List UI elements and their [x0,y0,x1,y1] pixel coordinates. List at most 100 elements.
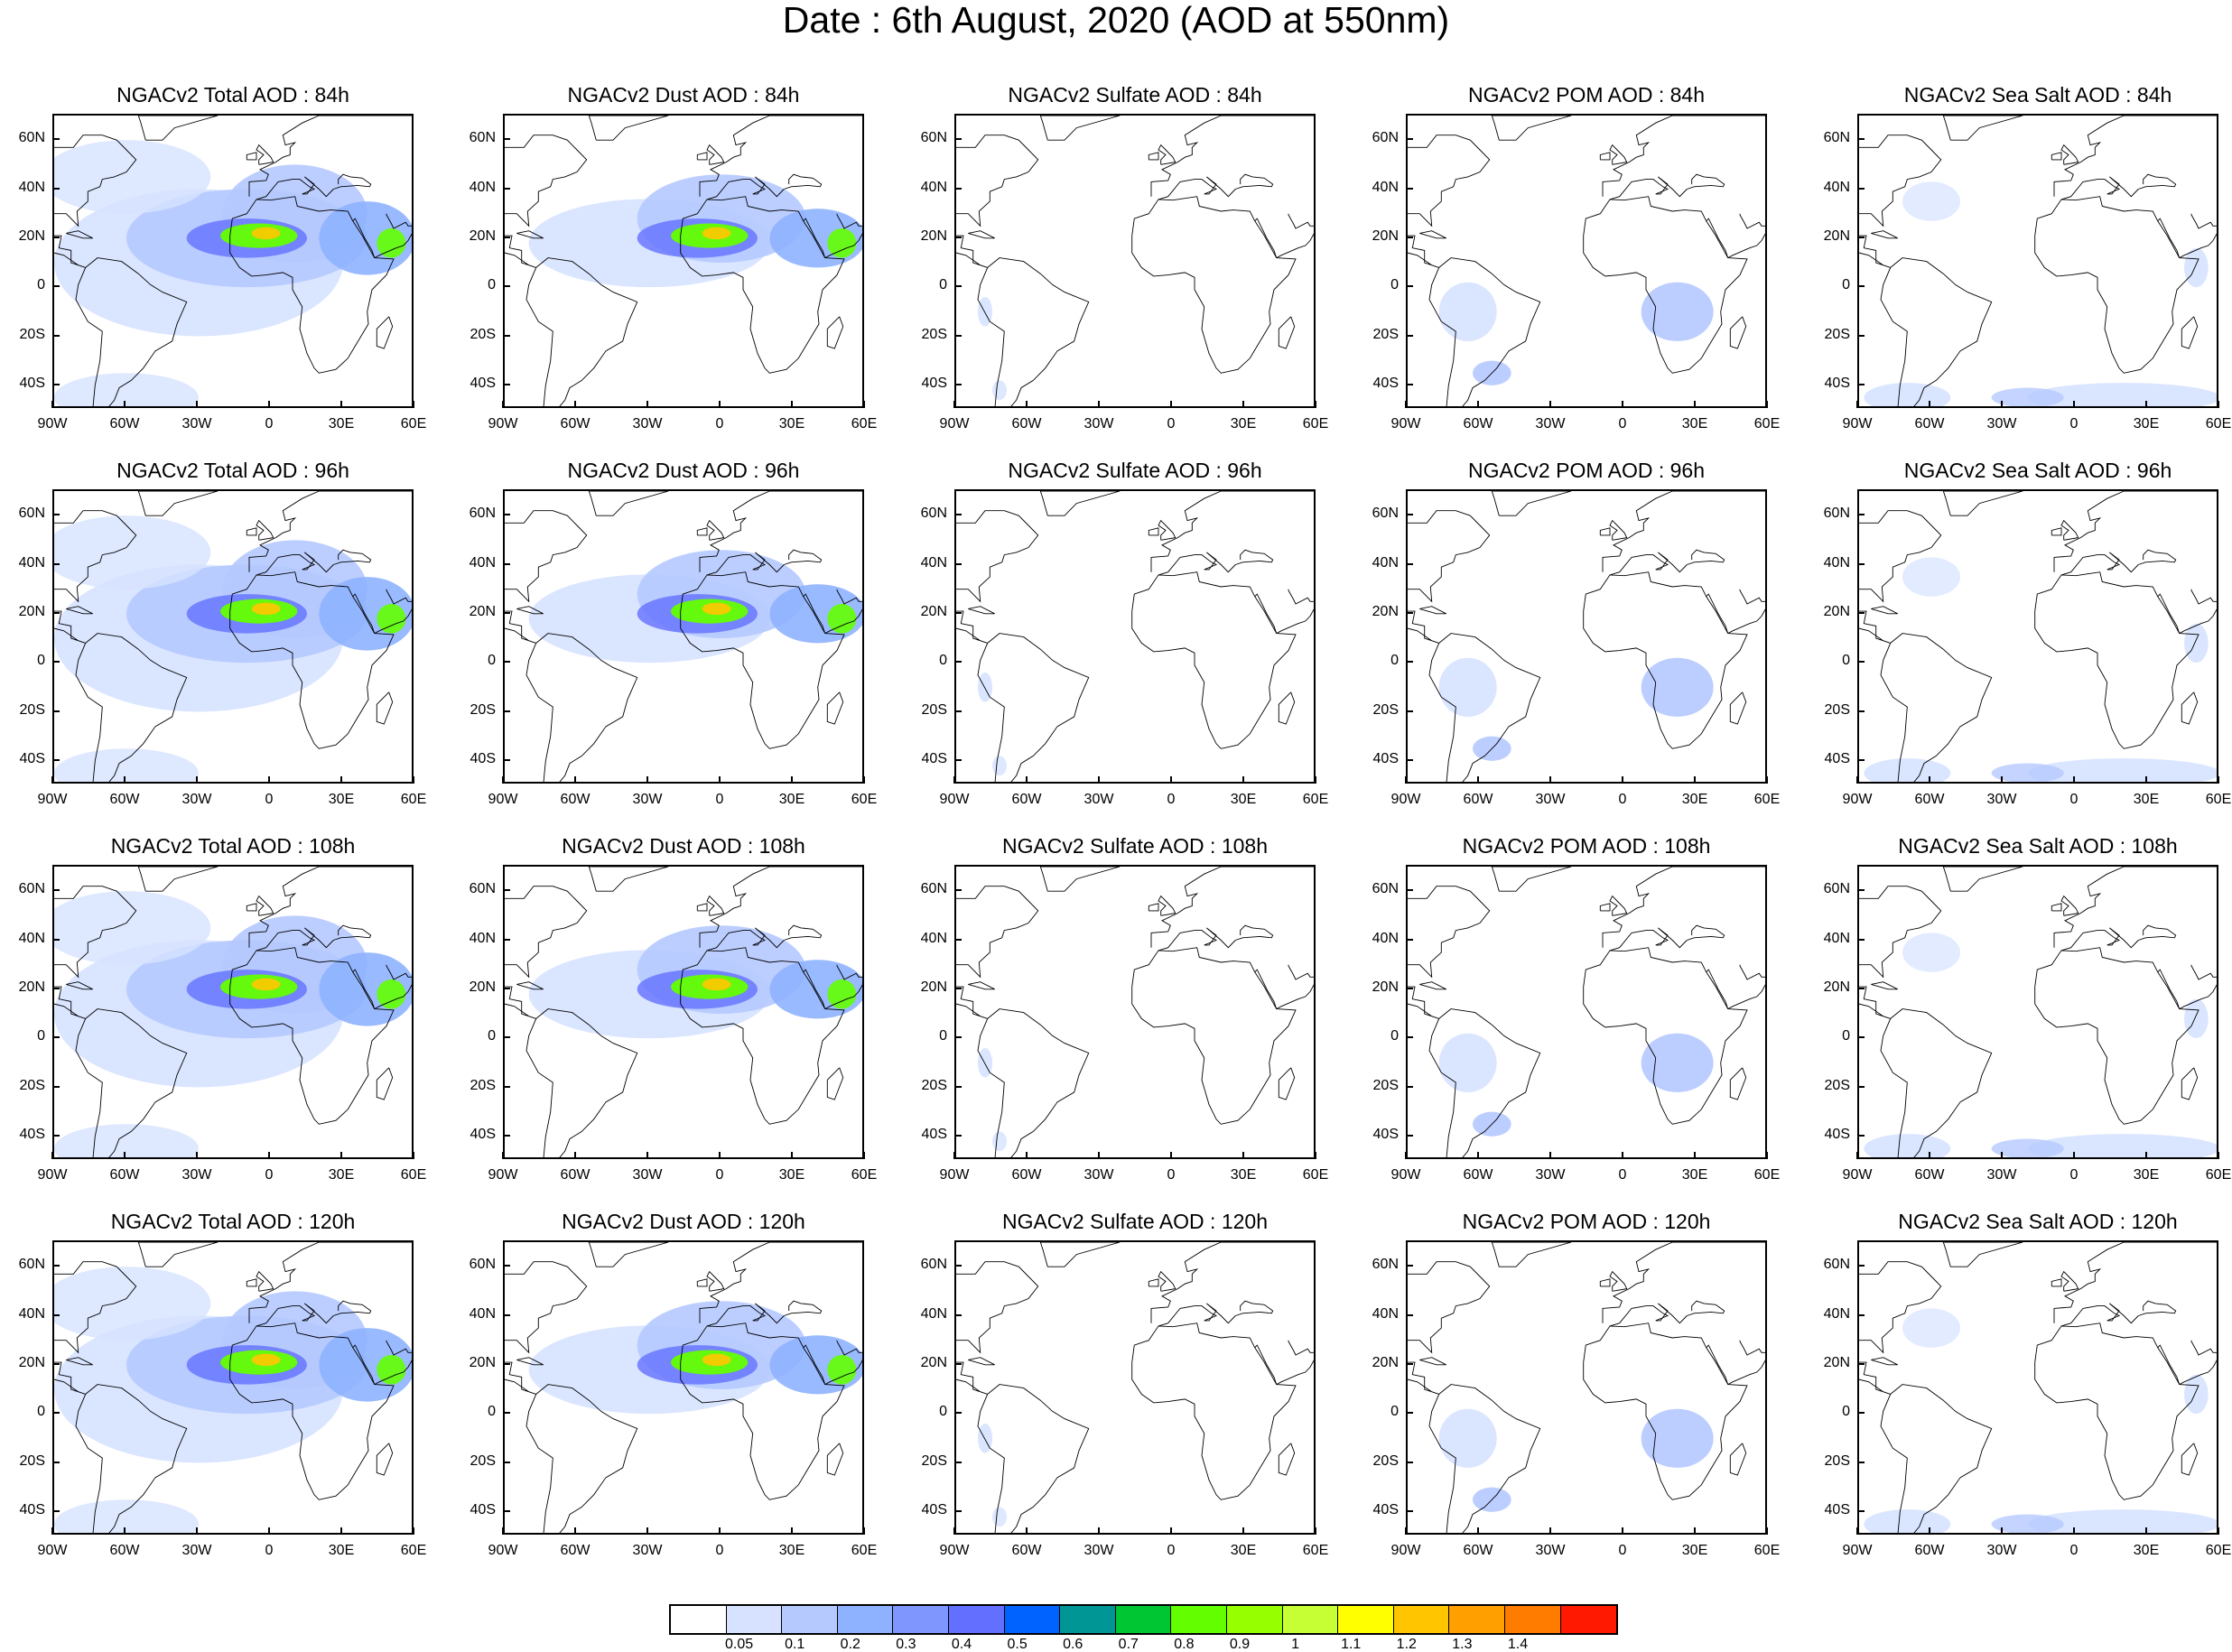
lat-tick-mark [52,1085,60,1088]
coastline [386,589,412,605]
lon-tick-mark [1026,1152,1028,1159]
lon-tick-mark [719,776,721,784]
lon-tick-mark [1929,1152,1930,1159]
lon-tick-label: 0 [715,416,724,432]
lon-tick-mark [791,401,793,408]
lat-tick-mark [1857,1134,1865,1137]
lat-tick-mark [52,138,60,141]
lon-tick-label: 0 [265,1543,274,1558]
coastline [1158,895,1176,916]
panel-title: NGACv2 Total AOD : 120h [110,1210,356,1233]
colorbar-swatch [1560,1606,1617,1633]
coastline [2190,213,2217,229]
panel-title: NGACv2 Sulfate AOD : 108h [1001,834,1269,858]
lat-tick-mark [954,383,962,385]
lat-tick-label: 20S [19,326,45,342]
coastline [1706,593,1729,634]
lat-tick-mark [503,710,510,712]
coastline [1288,1340,1314,1356]
lat-tick-label: 40S [1372,1126,1399,1142]
coastline [386,213,412,229]
coastline [706,552,785,576]
lat-tick-mark [954,661,962,664]
lat-tick-label: 60N [1372,130,1399,146]
coastline [2138,173,2177,190]
coastline [376,1443,394,1476]
lat-tick-label: 40S [1824,375,1850,391]
map-panel-seasalt: NGACv2 Sea Salt AOD : 108h 60N 40N 20N 0 20S 4… [1824,832,2232,1183]
lon-tick-label: 0 [1167,1167,1176,1183]
coastline [2157,969,2181,1009]
lat-tick-mark [954,236,962,238]
coastline [1609,176,1688,200]
lat-tick-mark [1406,562,1413,565]
coastline [680,947,845,1125]
lon-tick-label: 90W [1842,792,1873,807]
coastline [956,510,1039,603]
coastline [2053,867,2217,948]
lon-tick-label: 30E [2133,416,2160,432]
coastline [1942,1242,2023,1267]
coastline [784,173,823,190]
lat-tick-mark [1857,661,1865,664]
lat-tick-label: 40N [469,554,496,571]
coastline [1150,867,1314,948]
lat-tick-label: 40S [19,375,45,391]
lat-tick-label: 20S [1372,1452,1399,1469]
lat-tick-mark [954,987,962,989]
lat-tick-label: 0 [37,277,45,293]
lat-tick-label: 0 [1390,653,1399,669]
lat-tick-label: 20N [920,603,947,619]
coastline [1871,1357,1898,1366]
aod-shading [1864,1509,1951,1533]
lat-tick-label: 60N [1823,881,1850,897]
lon-tick-mark [413,1527,414,1535]
lon-tick-mark [863,776,865,784]
coastline [1276,608,1314,634]
coastline [2157,1344,2181,1385]
colorbar-label: 1.1 [1341,1637,1362,1652]
lon-tick-mark [646,1152,648,1159]
coastline [699,491,862,572]
map-frame [503,1240,864,1535]
coastline [680,196,845,374]
coastline [1583,947,1748,1125]
lon-tick-mark [1242,776,1244,784]
lon-tick-mark [574,1527,576,1535]
coastline [1609,1303,1688,1327]
lon-tick-mark [340,401,342,408]
lon-tick-mark [1549,401,1551,408]
lat-tick-label: 40N [469,1305,496,1322]
lat-tick-label: 20S [470,1452,496,1469]
lon-tick-label: 30W [632,1167,663,1183]
map-frame [1406,114,1767,408]
coastline [1859,886,1942,979]
coastline [588,1242,669,1267]
lon-tick-label: 60E [1302,1543,1329,1558]
lat-tick-label: 60N [18,1257,45,1273]
coastline [376,1067,394,1100]
lon-tick-mark [1694,401,1696,408]
lat-tick-mark [503,758,510,761]
lon-tick-mark [719,1152,721,1159]
lat-tick-mark [1857,1036,1865,1039]
coastline [374,608,412,634]
coastline [1491,867,1572,892]
lon-tick-mark [791,776,793,784]
lon-tick-mark [268,1152,270,1159]
aod-shading [2027,1509,2217,1533]
coastline [784,924,823,941]
lon-tick-label: 30W [1986,792,2017,807]
lat-tick-label: 0 [488,1028,496,1044]
lat-tick-mark [52,1265,60,1267]
aod-shading [1902,181,1960,221]
coastline [1609,552,1688,576]
map-frame [1406,489,1767,784]
aod-shading [251,602,281,616]
lon-tick-label: 60W [1011,416,1042,432]
coastline [75,1384,188,1533]
lon-tick-label: 60W [560,792,591,807]
lon-tick-label: 90W [1390,1543,1421,1558]
lon-tick-label: 60W [1463,792,1493,807]
